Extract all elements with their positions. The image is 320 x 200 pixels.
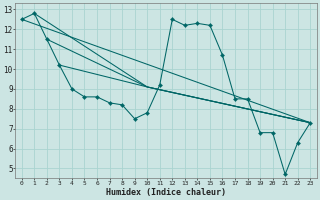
X-axis label: Humidex (Indice chaleur): Humidex (Indice chaleur) bbox=[106, 188, 226, 197]
